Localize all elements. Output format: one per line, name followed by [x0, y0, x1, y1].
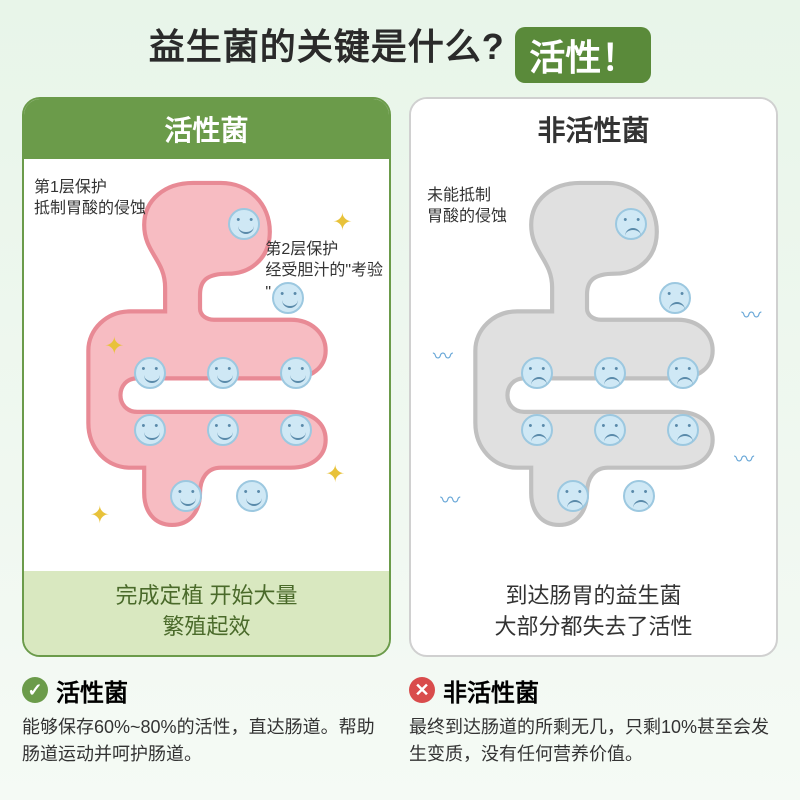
bacteria-icon	[594, 357, 626, 389]
bacteria-icon	[134, 357, 166, 389]
bacteria-icon	[623, 480, 655, 512]
annot-inactive-1: 未能抵制 胃酸的侵蚀	[427, 185, 507, 228]
bottom-row: ✓ 活性菌 能够保存60%~80%的活性，直达肠道。帮助肠道运动并呵护肠道。 ✕…	[22, 673, 778, 768]
bacteria-icon	[280, 414, 312, 446]
bacteria-icon	[207, 357, 239, 389]
bacteria-icon	[280, 357, 312, 389]
title-question: 益生菌的关键是什么?	[149, 26, 505, 67]
card-active: 活性菌 第1层保护 抵制胃酸的侵蚀 第2层保护 经受胆汁的"考验 " ✦ ✦ ✦…	[22, 97, 391, 657]
card-active-header: 活性菌	[24, 99, 389, 159]
card-inactive-strip: 到达肠胃的益生菌 大部分都失去了活性	[411, 571, 776, 655]
bacteria-icon	[594, 414, 626, 446]
shake-icon: 〰	[734, 443, 754, 472]
sparkle-icon: ✦	[104, 332, 124, 361]
card-inactive-header: 非活性菌	[411, 99, 776, 159]
sparkle-icon: ✦	[90, 501, 110, 530]
title-badge: 活性！	[515, 27, 651, 83]
bottom-inactive-desc: 最终到达肠道的所剩无几，只剩10%甚至会发生变质，没有任何营养价值。	[409, 714, 778, 768]
check-icon: ✓	[22, 677, 48, 703]
cross-icon: ✕	[409, 677, 435, 703]
bacteria-icon	[236, 480, 268, 512]
card-active-strip: 完成定植 开始大量 繁殖起效	[24, 571, 389, 655]
shake-icon: 〰	[433, 340, 453, 369]
card-active-body: 第1层保护 抵制胃酸的侵蚀 第2层保护 经受胆汁的"考验 " ✦ ✦ ✦ ✦	[24, 159, 389, 571]
bottom-active-head: ✓ 活性菌	[22, 673, 391, 708]
organ-active-icon	[51, 169, 361, 532]
bacteria-icon	[667, 414, 699, 446]
bacteria-icon	[521, 414, 553, 446]
title-row: 益生菌的关键是什么? 活性！	[22, 18, 778, 83]
bottom-inactive-head: ✕ 非活性菌	[409, 673, 778, 708]
bacteria-icon	[521, 357, 553, 389]
shake-icon: 〰	[741, 299, 761, 328]
sparkle-icon: ✦	[325, 460, 345, 489]
bacteria-icon	[134, 414, 166, 446]
bottom-active: ✓ 活性菌 能够保存60%~80%的活性，直达肠道。帮助肠道运动并呵护肠道。	[22, 673, 391, 768]
shake-icon: 〰	[440, 484, 460, 513]
bacteria-icon	[207, 414, 239, 446]
sparkle-icon: ✦	[332, 208, 352, 237]
bottom-active-desc: 能够保存60%~80%的活性，直达肠道。帮助肠道运动并呵护肠道。	[22, 714, 391, 768]
cards-row: 活性菌 第1层保护 抵制胃酸的侵蚀 第2层保护 经受胆汁的"考验 " ✦ ✦ ✦…	[22, 97, 778, 657]
bottom-inactive: ✕ 非活性菌 最终到达肠道的所剩无几，只剩10%甚至会发生变质，没有任何营养价值…	[409, 673, 778, 768]
card-inactive-body: 未能抵制 胃酸的侵蚀 〰 〰 〰 〰	[411, 159, 776, 571]
bacteria-icon	[667, 357, 699, 389]
card-inactive: 非活性菌 未能抵制 胃酸的侵蚀 〰 〰 〰 〰 到达肠胃的益生菌 大部分都失去了…	[409, 97, 778, 657]
annot-active-1: 第1层保护 抵制胃酸的侵蚀	[34, 177, 146, 220]
